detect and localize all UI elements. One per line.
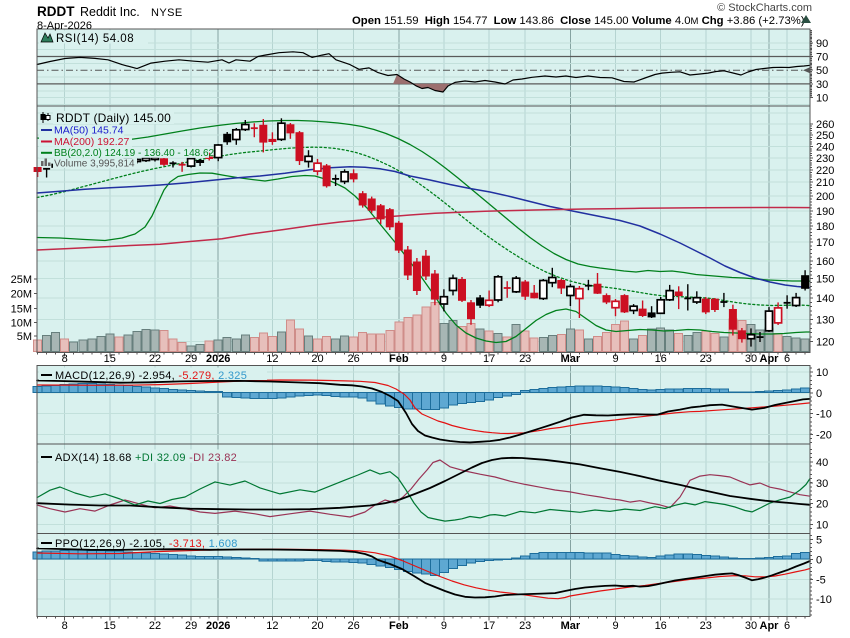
svg-text:15: 15: [104, 353, 116, 365]
svg-text:-10: -10: [816, 594, 832, 606]
svg-text:23: 23: [700, 620, 712, 632]
svg-text:PPO(12,26,9) -2.105, -3.713, 1: PPO(12,26,9) -2.105, -3.713, 1.608: [55, 538, 238, 550]
svg-text:10: 10: [816, 93, 828, 105]
svg-text:90: 90: [816, 38, 828, 50]
svg-text:12: 12: [266, 620, 278, 632]
svg-text:9: 9: [441, 620, 447, 632]
svg-text:20: 20: [311, 353, 323, 365]
svg-text:20: 20: [816, 499, 828, 511]
svg-text:6: 6: [784, 353, 790, 365]
svg-text:250: 250: [816, 130, 834, 142]
svg-text:30: 30: [745, 353, 757, 365]
svg-text:29: 29: [185, 620, 197, 632]
svg-text:-5: -5: [816, 574, 826, 586]
svg-text:5: 5: [816, 535, 822, 547]
svg-text:Apr: Apr: [760, 353, 780, 365]
svg-text:40: 40: [816, 457, 828, 469]
svg-text:120: 120: [816, 337, 834, 349]
svg-text:RSI(14) 54.08: RSI(14) 54.08: [56, 33, 134, 45]
svg-text:23: 23: [519, 620, 531, 632]
svg-text:9: 9: [612, 620, 618, 632]
svg-text:30: 30: [816, 79, 828, 91]
svg-text:230: 230: [816, 153, 834, 165]
svg-text:30: 30: [745, 620, 757, 632]
svg-text:RDDT (Daily) 145.00: RDDT (Daily) 145.00: [56, 111, 171, 125]
svg-text:MA(50) 145.74: MA(50) 145.74: [54, 125, 124, 137]
svg-text:16: 16: [655, 353, 667, 365]
svg-text:29: 29: [185, 353, 197, 365]
svg-text:MA(200) 192.27: MA(200) 192.27: [54, 136, 129, 148]
svg-text:17: 17: [483, 353, 495, 365]
svg-text:Mar: Mar: [561, 620, 581, 632]
svg-text:Feb: Feb: [389, 620, 409, 632]
svg-text:22: 22: [149, 620, 161, 632]
svg-text:10M: 10M: [11, 318, 32, 330]
svg-text:5M: 5M: [17, 331, 32, 343]
svg-text:12: 12: [266, 353, 278, 365]
svg-text:-10: -10: [816, 408, 832, 420]
svg-text:150: 150: [816, 274, 834, 286]
svg-text:20M: 20M: [11, 289, 32, 301]
svg-text:17: 17: [483, 620, 495, 632]
svg-text:26: 26: [347, 620, 359, 632]
svg-text:8: 8: [62, 620, 68, 632]
svg-text:Feb: Feb: [389, 353, 409, 365]
svg-text:23: 23: [519, 353, 531, 365]
svg-text:0: 0: [816, 388, 822, 400]
svg-text:25M: 25M: [11, 274, 32, 286]
svg-text:0: 0: [816, 554, 822, 566]
svg-text:2026: 2026: [206, 353, 230, 365]
svg-text:15: 15: [104, 620, 116, 632]
svg-text:Mar: Mar: [561, 353, 581, 365]
svg-text:22: 22: [149, 353, 161, 365]
svg-text:20: 20: [311, 620, 323, 632]
svg-text:160: 160: [816, 256, 834, 268]
svg-text:10: 10: [816, 367, 828, 379]
svg-text:50: 50: [816, 65, 828, 77]
svg-text:9: 9: [612, 353, 618, 365]
svg-text:6: 6: [784, 620, 790, 632]
svg-text:8-Apr-2026: 8-Apr-2026: [37, 20, 92, 32]
svg-text:9: 9: [441, 353, 447, 365]
svg-text:2026: 2026: [206, 620, 230, 632]
svg-text:220: 220: [816, 165, 834, 177]
svg-text:260: 260: [816, 119, 834, 131]
svg-text:16: 16: [655, 620, 667, 632]
svg-text:170: 170: [816, 237, 834, 249]
svg-text:BB(20,2.0) 124.19 - 136.40 - 1: BB(20,2.0) 124.19 - 136.40 - 148.62: [54, 148, 215, 159]
svg-text:190: 190: [816, 206, 834, 218]
svg-text:70: 70: [816, 52, 828, 64]
svg-text:8: 8: [62, 353, 68, 365]
svg-text:Volume 3,995,814: Volume 3,995,814: [54, 159, 135, 170]
svg-text:ADX(14) 18.68 +DI 32.09 -DI 23: ADX(14) 18.68 +DI 32.09 -DI 23.82: [55, 452, 237, 464]
svg-text:26: 26: [347, 353, 359, 365]
svg-text:140: 140: [816, 293, 834, 305]
svg-text:210: 210: [816, 177, 834, 189]
svg-text:© StockCharts.com: © StockCharts.com: [717, 2, 812, 14]
svg-text:30: 30: [816, 478, 828, 490]
svg-text:180: 180: [816, 221, 834, 233]
svg-text:-20: -20: [816, 429, 832, 441]
svg-text:Apr: Apr: [760, 620, 780, 632]
svg-text:130: 130: [816, 315, 834, 327]
svg-text:10: 10: [816, 519, 828, 531]
svg-text:RDDT: RDDT: [37, 4, 75, 19]
svg-text:Open 151.59 High 154.77 Low 14: Open 151.59 High 154.77 Low 143.86 Close…: [352, 15, 805, 27]
svg-text:23: 23: [700, 353, 712, 365]
svg-text:NYSE: NYSE: [151, 7, 183, 19]
svg-text:200: 200: [816, 191, 834, 203]
svg-text:MACD(12,26,9) -2.954, -5.279,: MACD(12,26,9) -2.954, -5.279, 2.325: [55, 370, 247, 382]
svg-text:15M: 15M: [11, 303, 32, 315]
svg-text:Reddit Inc.: Reddit Inc.: [80, 5, 140, 19]
svg-text:240: 240: [816, 142, 834, 154]
